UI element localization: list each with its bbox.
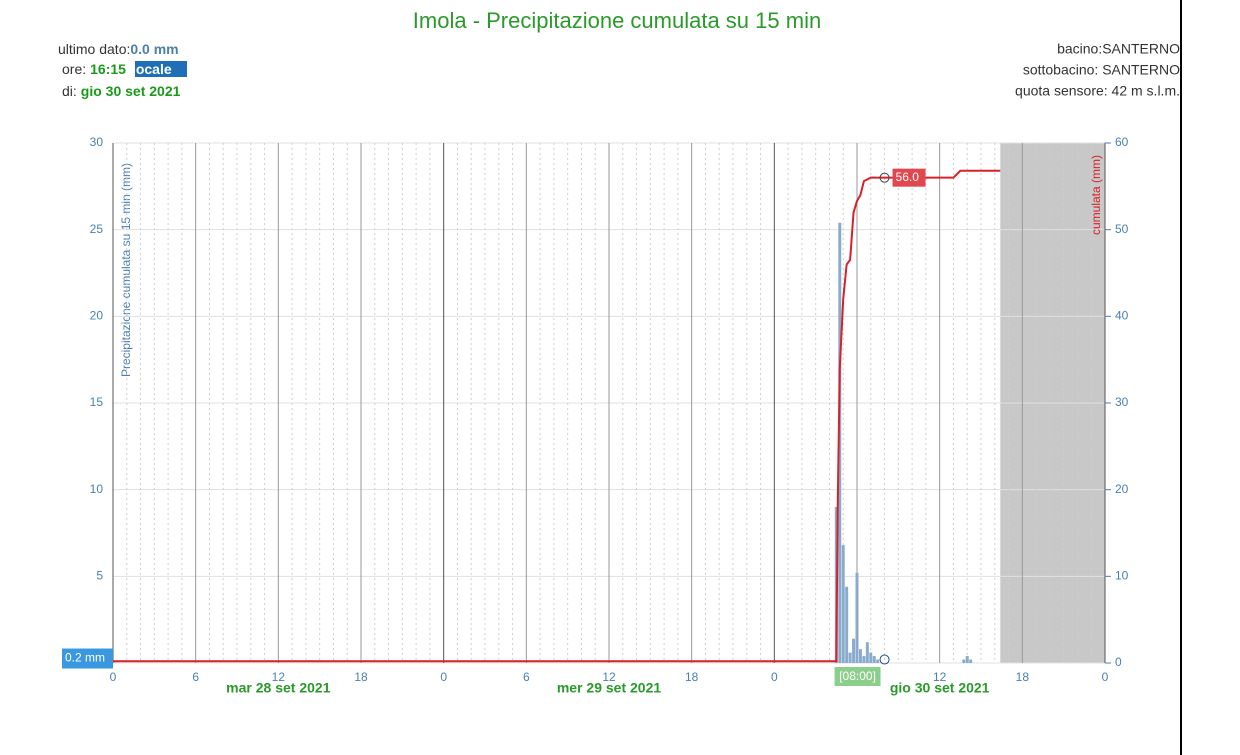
label: di: xyxy=(62,83,77,99)
plot: 0510152025300102030405060061218061218061… xyxy=(62,135,1129,696)
subbasin: sottobacino: SANTERNO xyxy=(1023,62,1180,78)
x-tick-label: 18 xyxy=(354,670,368,684)
x-tick-label: 12 xyxy=(933,670,947,684)
label: ultimo dato: xyxy=(58,41,130,57)
date-label: gio 30 set 2021 xyxy=(890,680,990,696)
x-tick-label: 6 xyxy=(523,670,530,684)
y2-axis-title: cumulata (mm) xyxy=(1089,155,1103,235)
crosshair-y2-box xyxy=(892,168,926,187)
value: 16:15 xyxy=(90,61,126,77)
y-tick-label: 30 xyxy=(90,135,104,149)
y2-tick-label: 20 xyxy=(1115,482,1129,496)
bar xyxy=(872,656,876,663)
line xyxy=(113,169,1001,663)
crosshair-y2-label: 56.0 xyxy=(896,170,920,184)
crosshair-x-label: [08:00] xyxy=(839,669,876,683)
zone: locale xyxy=(132,61,172,77)
y2-tick-label: 0 xyxy=(1115,655,1122,669)
y2-tick-label: 50 xyxy=(1115,222,1129,236)
y2-tick-label: 40 xyxy=(1115,309,1129,323)
x-tick-label: 0 xyxy=(1102,670,1109,684)
bar xyxy=(869,652,873,663)
y2-tick-label: 30 xyxy=(1115,395,1129,409)
x-tick-label: 12 xyxy=(602,670,616,684)
y-tick-label: 20 xyxy=(90,309,104,323)
x-tick-label: 18 xyxy=(685,670,699,684)
value: 0.0 mm xyxy=(130,41,178,57)
bar xyxy=(838,222,842,663)
x-tick-label: 6 xyxy=(192,670,199,684)
date-label: mer 29 set 2021 xyxy=(557,680,662,696)
y-tick-label: 10 xyxy=(90,482,104,496)
bar xyxy=(858,649,862,663)
bar xyxy=(965,656,969,663)
time: ore: 16:15 locale xyxy=(62,61,172,77)
x-tick-label: 18 xyxy=(1016,670,1030,684)
bar xyxy=(962,659,966,663)
bar xyxy=(862,656,866,663)
crosshair-y-label: 0.2 mm xyxy=(65,651,105,665)
bar xyxy=(848,652,852,663)
x-tick-label: 0 xyxy=(110,670,117,684)
y-axis-title: Precipitazione cumulata su 15 min (mm) xyxy=(119,163,133,377)
bar xyxy=(876,659,880,663)
chart-title: Imola - Precipitazione cumulata su 15 mi… xyxy=(413,8,821,33)
y-tick-label: 15 xyxy=(90,395,104,409)
bar xyxy=(845,586,849,663)
x-tick-label: 12 xyxy=(272,670,286,684)
bar xyxy=(841,545,845,663)
zone-badge xyxy=(135,61,187,77)
y2-tick-label: 60 xyxy=(1115,135,1129,149)
crosshair-point xyxy=(879,172,890,183)
bar xyxy=(865,642,869,663)
crosshair-point xyxy=(879,654,890,665)
value: gio 30 set 2021 xyxy=(81,83,181,99)
bar xyxy=(969,659,973,663)
crosshair-x-box xyxy=(834,667,881,686)
bar xyxy=(852,638,856,663)
x-tick-label: 0 xyxy=(440,670,447,684)
date-label: mar 28 set 2021 xyxy=(226,680,331,696)
label: ore: xyxy=(62,61,86,77)
altitude: quota sensore: 42 m s.l.m. xyxy=(1015,83,1180,99)
basin: bacino:SANTERNO xyxy=(1057,41,1180,57)
crosshair-y-box xyxy=(62,648,113,669)
date: di: gio 30 set 2021 xyxy=(62,83,181,99)
last-data: ultimo dato:0.0 mm xyxy=(58,41,179,57)
bar xyxy=(855,572,859,663)
y2-tick-label: 10 xyxy=(1115,569,1129,583)
y-tick-label: 5 xyxy=(96,569,103,583)
x-tick-label: 0 xyxy=(771,670,778,684)
y-tick-label: 25 xyxy=(90,222,104,236)
